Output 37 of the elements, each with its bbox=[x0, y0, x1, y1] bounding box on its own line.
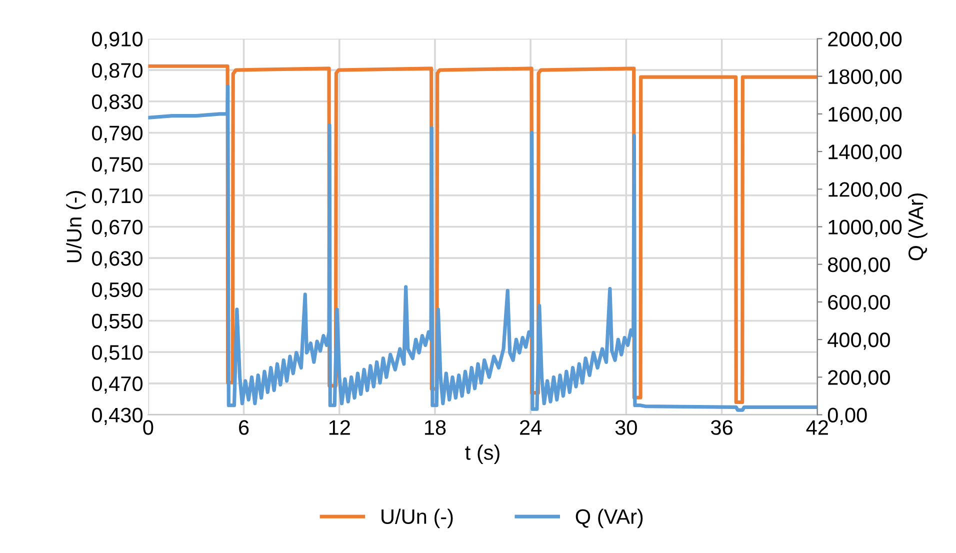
y-tick-label: 0,830 bbox=[92, 94, 143, 112]
x-tick-label: 42 bbox=[806, 420, 828, 435]
y-tick-label: 0,710 bbox=[92, 188, 143, 206]
y-tick-label: 0,430 bbox=[92, 408, 143, 425]
y-tick-label: 0,470 bbox=[92, 376, 143, 394]
y2-tick-label: 200,00 bbox=[828, 370, 890, 388]
y-tick-label: 0,510 bbox=[92, 345, 143, 362]
y-tick-label: 0,910 bbox=[92, 32, 143, 49]
y2-tick-label: 1800,00 bbox=[828, 69, 902, 87]
x-tick-label: 24 bbox=[520, 420, 542, 435]
y-tick-label: 0,670 bbox=[92, 220, 143, 237]
y2-tick-label: 0,00 bbox=[828, 408, 867, 425]
legend-label: U/Un (-) bbox=[382, 508, 453, 528]
y2-tick-label: 1000,00 bbox=[828, 220, 902, 237]
x-tick-label: 0 bbox=[143, 420, 154, 435]
x-axis-title: t (s) bbox=[465, 444, 500, 464]
y-tick-label: 0,870 bbox=[92, 63, 143, 80]
x-tick-label: 6 bbox=[239, 420, 249, 435]
y2-tick-label: 800,00 bbox=[828, 257, 890, 275]
x-tick-label: 12 bbox=[329, 420, 350, 435]
x-tick-label: 18 bbox=[424, 420, 446, 435]
y2-tick-label: 2000,00 bbox=[828, 32, 902, 49]
y2-tick-label: 600,00 bbox=[828, 294, 890, 312]
y-tick-label: 0,630 bbox=[92, 251, 143, 268]
x-tick-label: 30 bbox=[615, 420, 637, 435]
y2-tick-label: 400,00 bbox=[828, 332, 890, 350]
y-tick-label: 0,550 bbox=[92, 314, 143, 331]
y-tick-label: 0,790 bbox=[92, 126, 143, 143]
y2-tick-label: 1200,00 bbox=[828, 182, 902, 200]
x-tick-label: 36 bbox=[710, 420, 732, 435]
y-axis-title: U/Un (-) bbox=[66, 190, 86, 262]
y2-tick-label: 1600,00 bbox=[828, 106, 902, 124]
y-tick-label: 0,750 bbox=[92, 157, 143, 174]
legend-label: Q (VAr) bbox=[576, 508, 643, 528]
y2-tick-label: 1400,00 bbox=[828, 144, 902, 162]
y2-axis-title: Q (VAr) bbox=[908, 193, 928, 260]
y-tick-label: 0,590 bbox=[92, 282, 143, 300]
